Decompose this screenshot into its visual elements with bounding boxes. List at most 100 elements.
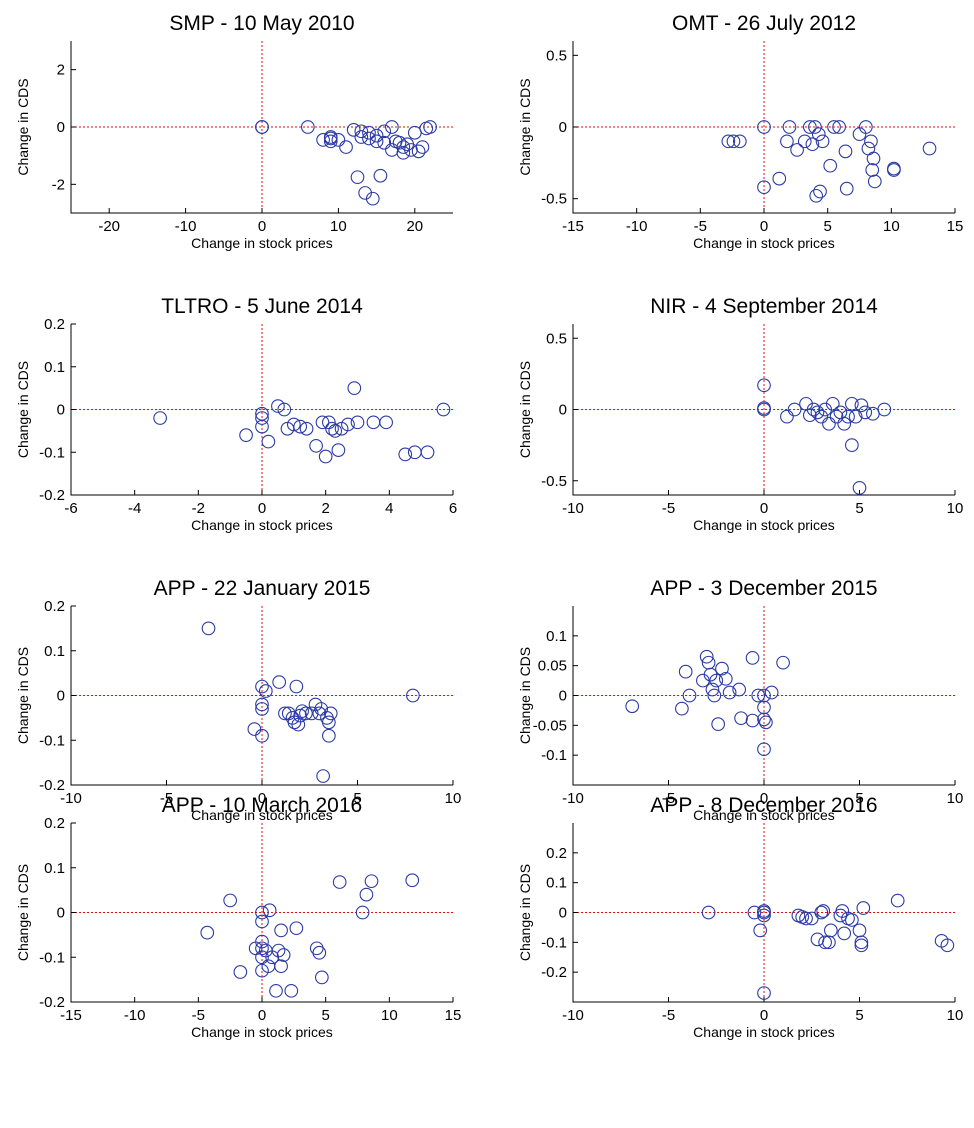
- x-tick-label: 0: [760, 218, 768, 235]
- data-points: [757, 378, 892, 495]
- x-axis-label: Change in stock prices: [693, 1024, 835, 1040]
- data-point: [396, 140, 411, 154]
- data-point: [258, 684, 273, 698]
- x-tick-label: 5: [855, 790, 863, 807]
- x-tick-label: 10: [445, 790, 462, 807]
- data-point: [323, 134, 338, 149]
- data-point: [339, 140, 353, 154]
- data-point: [837, 416, 852, 431]
- data-point: [757, 712, 771, 727]
- data-point: [396, 145, 411, 160]
- data-point: [799, 911, 813, 926]
- x-tick-label: -2: [192, 500, 205, 517]
- data-point: [854, 935, 869, 950]
- x-axis-label: Change in stock prices: [693, 235, 835, 251]
- x-axis-label: Change in stock prices: [191, 517, 333, 533]
- data-points: [153, 381, 451, 464]
- data-point: [436, 402, 451, 417]
- data-point: [877, 402, 892, 417]
- data-point: [922, 141, 937, 156]
- data-points: [701, 893, 955, 1000]
- y-axis-label: Change in CDS: [517, 864, 533, 961]
- axes-frame: [70, 41, 453, 214]
- data-point: [833, 405, 848, 420]
- data-point: [751, 688, 766, 703]
- x-tick-label: 5: [823, 218, 831, 235]
- data-point: [866, 151, 881, 166]
- y-tick-label: 0.2: [44, 598, 65, 615]
- data-point: [711, 717, 726, 731]
- data-point: [385, 120, 399, 134]
- data-point: [806, 402, 821, 417]
- x-tick-label: -10: [626, 218, 648, 235]
- data-point: [309, 438, 323, 453]
- x-tick-label: -10: [60, 790, 82, 807]
- data-point: [354, 124, 369, 139]
- data-point: [705, 682, 720, 697]
- y-axis-label: Change in CDS: [15, 647, 31, 744]
- y-tick-label: 0: [57, 688, 65, 705]
- data-point: [316, 769, 330, 783]
- x-tick-label: 5: [321, 1007, 329, 1024]
- data-point: [392, 135, 407, 150]
- y-tick-label: -0.05: [533, 717, 567, 734]
- x-tick-label: 0: [258, 1007, 266, 1024]
- data-point: [362, 125, 376, 140]
- y-tick-label: 0: [559, 688, 567, 705]
- data-point: [255, 914, 269, 929]
- data-point: [407, 125, 422, 140]
- data-point: [291, 717, 306, 732]
- y-tick-label: 2: [57, 62, 65, 79]
- data-points: [255, 120, 437, 206]
- x-tick-label: -5: [694, 218, 707, 235]
- data-point: [839, 181, 854, 196]
- data-point: [314, 970, 329, 985]
- data-point: [293, 419, 308, 434]
- x-tick-label: 0: [258, 218, 266, 235]
- data-point: [316, 133, 330, 147]
- y-tick-label: 0: [559, 905, 567, 922]
- data-point: [331, 133, 346, 147]
- x-tick-label: 15: [445, 1007, 462, 1024]
- x-tick-label: -5: [662, 1007, 675, 1024]
- data-point: [838, 144, 853, 159]
- data-point: [366, 415, 381, 430]
- y-tick-label: 0.1: [546, 628, 567, 645]
- data-point: [718, 671, 733, 686]
- data-point: [369, 134, 384, 149]
- x-tick-label: 10: [883, 218, 900, 235]
- data-point: [346, 123, 361, 137]
- data-point: [757, 688, 771, 703]
- data-point: [300, 120, 315, 134]
- data-point: [856, 901, 871, 915]
- data-point: [682, 688, 697, 703]
- y-tick-label: 0: [57, 402, 65, 419]
- data-point: [247, 722, 262, 736]
- data-point: [867, 174, 882, 189]
- y-tick-label: -2: [52, 176, 65, 193]
- data-point: [934, 933, 949, 948]
- data-point: [255, 679, 269, 694]
- data-point: [309, 941, 324, 956]
- y-tick-label: -0.2: [39, 994, 65, 1011]
- data-point: [822, 416, 836, 431]
- y-tick-label: -0.2: [541, 964, 567, 981]
- data-point: [787, 402, 802, 417]
- data-point: [364, 874, 379, 889]
- y-tick-label: 0.05: [538, 658, 567, 675]
- data-point: [890, 893, 905, 908]
- chart-title: SMP - 10 May 2010: [169, 12, 354, 35]
- x-axis-label: Change in stock prices: [693, 807, 835, 823]
- data-point: [255, 728, 269, 743]
- data-point: [407, 445, 422, 460]
- data-point: [312, 945, 327, 960]
- chart-title: APP - 8 December 2016: [650, 794, 877, 817]
- data-point: [406, 688, 420, 703]
- y-tick-label: 0.1: [44, 359, 65, 376]
- x-tick-label: 0: [760, 500, 768, 517]
- data-point: [772, 171, 787, 186]
- chart-title: APP - 10 March 2016: [162, 794, 362, 817]
- x-tick-label: -5: [160, 790, 173, 807]
- data-point: [802, 408, 817, 423]
- data-point: [200, 925, 215, 940]
